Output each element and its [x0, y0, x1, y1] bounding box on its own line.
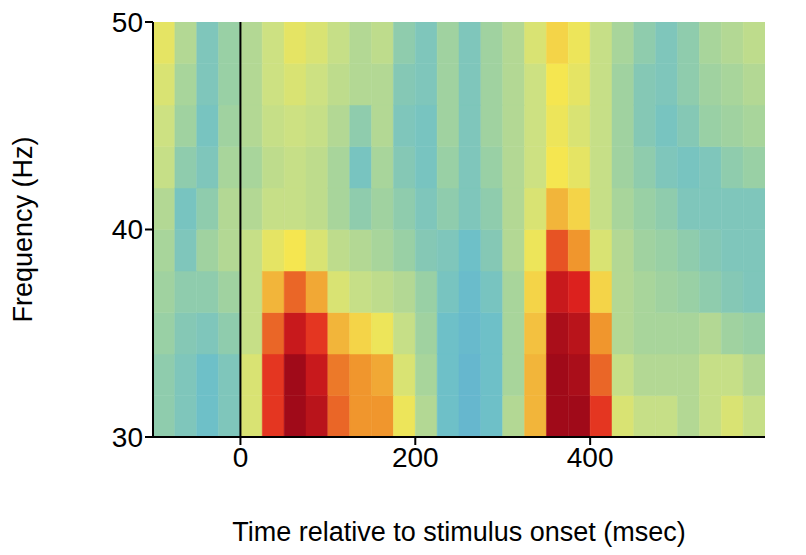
svg-text:50: 50 [112, 7, 143, 38]
svg-text:200: 200 [392, 442, 439, 473]
svg-text:400: 400 [567, 442, 614, 473]
svg-text:Time relative to stimulus onse: Time relative to stimulus onset (msec) [232, 517, 686, 547]
svg-text:40: 40 [112, 214, 143, 245]
svg-text:Frequency (Hz): Frequency (Hz) [8, 136, 38, 322]
svg-text:0: 0 [233, 442, 249, 473]
svg-text:30: 30 [112, 422, 143, 453]
